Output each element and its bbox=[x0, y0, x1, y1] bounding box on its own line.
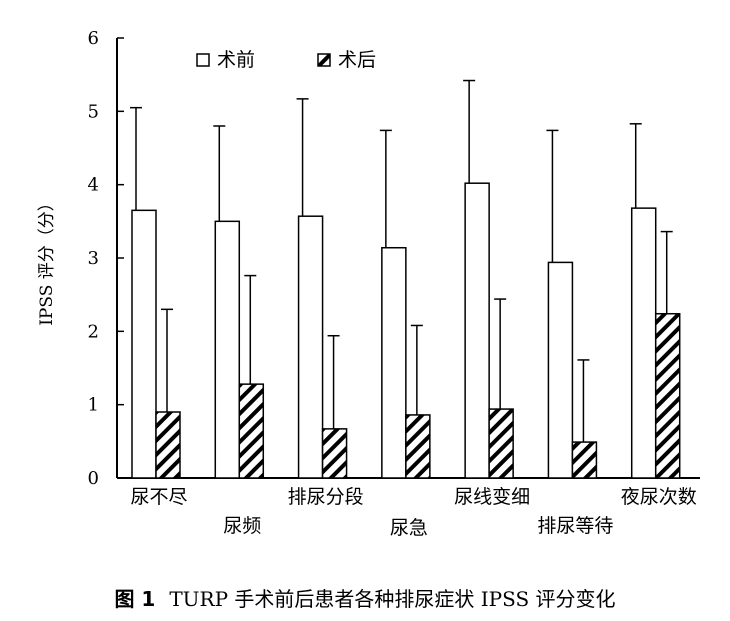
y-tick-label: 4 bbox=[88, 175, 99, 196]
category-label: 夜尿次数 bbox=[621, 486, 697, 508]
category-label: 尿频 bbox=[223, 515, 261, 537]
axes: 0 1 2 3 4 5 6 bbox=[88, 28, 700, 489]
bar-post bbox=[321, 428, 348, 479]
bar-post bbox=[238, 383, 265, 479]
figure-caption: 图 1 TURP 手术前后患者各种排尿症状 IPSS 评分变化 bbox=[0, 583, 730, 612]
figure-number: 图 1 bbox=[114, 587, 156, 611]
legend-label-post: 术后 bbox=[338, 49, 376, 71]
bar-pre bbox=[547, 261, 574, 479]
y-tick-label: 0 bbox=[88, 468, 99, 489]
bar-post bbox=[488, 408, 514, 479]
category-label: 排尿等待 bbox=[537, 515, 613, 537]
legend-label-pre: 术前 bbox=[217, 49, 255, 71]
category-label: 尿急 bbox=[390, 517, 428, 539]
bar-pre bbox=[214, 220, 241, 479]
legend: 术前 术后 bbox=[196, 49, 376, 71]
category-label: 尿不尽 bbox=[130, 486, 187, 508]
y-tick-label: 6 bbox=[88, 28, 99, 49]
y-tick-label: 1 bbox=[88, 395, 99, 416]
bar-post bbox=[571, 441, 598, 479]
bar-post bbox=[405, 414, 431, 479]
y-tick-label: 2 bbox=[88, 321, 99, 342]
bar-pre bbox=[297, 215, 324, 479]
y-tick-label: 5 bbox=[88, 101, 99, 122]
caption-text: TURP 手术前后患者各种排尿症状 IPSS 评分变化 bbox=[169, 587, 616, 611]
y-axis-label: IPSS 评分（分） bbox=[37, 194, 57, 326]
y-tick-label: 3 bbox=[88, 248, 99, 269]
legend-swatch-post bbox=[317, 53, 331, 67]
bar-pre bbox=[381, 246, 407, 479]
legend-swatch-pre bbox=[196, 53, 210, 67]
bar-post bbox=[155, 411, 181, 479]
bar-pre bbox=[131, 209, 157, 479]
category-label: 排尿分段 bbox=[288, 486, 364, 508]
bar-pre bbox=[630, 207, 657, 479]
bar-post bbox=[654, 312, 681, 479]
category-label: 尿线变细 bbox=[454, 486, 530, 508]
bar-pre bbox=[464, 182, 490, 479]
